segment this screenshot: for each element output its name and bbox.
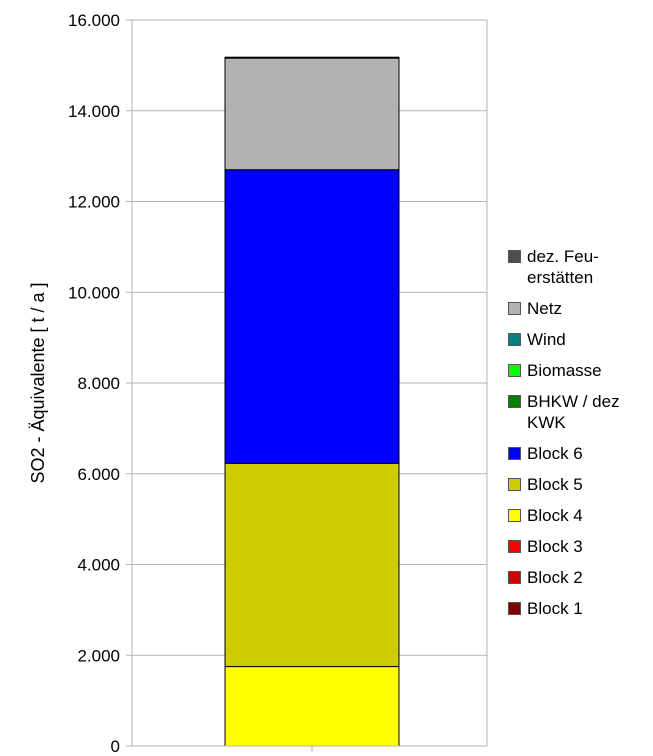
y-tick-label: 14.000 xyxy=(68,102,120,121)
legend-swatch xyxy=(508,540,521,553)
bar-segment-dez-feuerst-tten xyxy=(224,56,400,59)
legend-label-line: Block 2 xyxy=(527,568,583,587)
legend-swatch xyxy=(508,602,521,615)
legend-label: BHKW / dez KWK xyxy=(527,391,620,433)
y-tick-label: 10.000 xyxy=(68,283,120,302)
y-tick-labels: 0 2.000 4.000 6.000 8.000 10.000 12.000 14.000 1… xyxy=(68,11,120,756)
legend-label-line: Block 1 xyxy=(527,599,583,618)
y-tick-label: 12.000 xyxy=(68,193,120,212)
legend-label-line: erstätten xyxy=(527,268,594,287)
legend-swatch xyxy=(508,395,521,408)
legend-label: Block 3 xyxy=(527,536,583,557)
legend-label: Block 1 xyxy=(527,598,583,619)
legend-label: Wind xyxy=(527,329,566,350)
legend-item: Block 3 xyxy=(508,536,648,557)
legend-label: Block 4 xyxy=(527,505,583,526)
legend-label: dez. Feu-erstätten xyxy=(527,246,599,288)
legend-label: Netz xyxy=(527,298,562,319)
legend-label: Block 5 xyxy=(527,474,583,495)
bar-segment-block-5 xyxy=(224,462,400,668)
bar-segment-netz xyxy=(224,57,400,171)
legend-item: Block 1 xyxy=(508,598,648,619)
legend-label: Block 6 xyxy=(527,443,583,464)
y-tick-label: 4.000 xyxy=(77,556,120,575)
legend-swatch xyxy=(508,447,521,460)
bar-segment-block-4 xyxy=(224,666,400,747)
legend-label-line: Wind xyxy=(527,330,566,349)
y-tick-label: 16.000 xyxy=(68,11,120,30)
bar-segment-block-6 xyxy=(224,169,400,464)
legend-label-line: Block 5 xyxy=(527,475,583,494)
legend-swatch xyxy=(508,333,521,346)
y-tick-label: 0 xyxy=(111,737,120,756)
legend-label-line: Block 3 xyxy=(527,537,583,556)
legend-item: Block 5 xyxy=(508,474,648,495)
legend-item: Block 2 xyxy=(508,567,648,588)
legend-swatch xyxy=(508,250,521,263)
legend-label-line: Block 6 xyxy=(527,444,583,463)
legend-swatch xyxy=(508,571,521,584)
legend-label-line: Netz xyxy=(527,299,562,318)
legend-swatch xyxy=(508,509,521,522)
bar-stack xyxy=(224,56,400,747)
legend-label: Biomasse xyxy=(527,360,602,381)
legend-label-line: KWK xyxy=(527,413,566,432)
legend-label-line: Biomasse xyxy=(527,361,602,380)
legend-item: Biomasse xyxy=(508,360,648,381)
plot-area-frame xyxy=(131,19,488,747)
y-tick-label: 8.000 xyxy=(77,374,120,393)
y-tick-label: 6.000 xyxy=(77,465,120,484)
legend-swatch xyxy=(508,478,521,491)
legend-label-line: dez. Feu- xyxy=(527,247,599,266)
legend-item: BHKW / dez KWK xyxy=(508,391,648,433)
legend-label: Block 2 xyxy=(527,567,583,588)
y-tick-label: 2.000 xyxy=(77,646,120,665)
legend-item: Wind xyxy=(508,329,648,350)
legend-item: Block 4 xyxy=(508,505,648,526)
legend-label-line: BHKW / dez xyxy=(527,392,620,411)
legend-item: Block 6 xyxy=(508,443,648,464)
legend: dez. Feu-erstätten Netz Wind Biomasse BHKW /… xyxy=(508,246,648,629)
legend-swatch xyxy=(508,302,521,315)
legend-swatch xyxy=(508,364,521,377)
legend-label-line: Block 4 xyxy=(527,506,583,525)
legend-item: dez. Feu-erstätten xyxy=(508,246,648,288)
legend-item: Netz xyxy=(508,298,648,319)
y-axis-label: SO2 - Äquivalente [ t / a ] xyxy=(28,282,48,483)
